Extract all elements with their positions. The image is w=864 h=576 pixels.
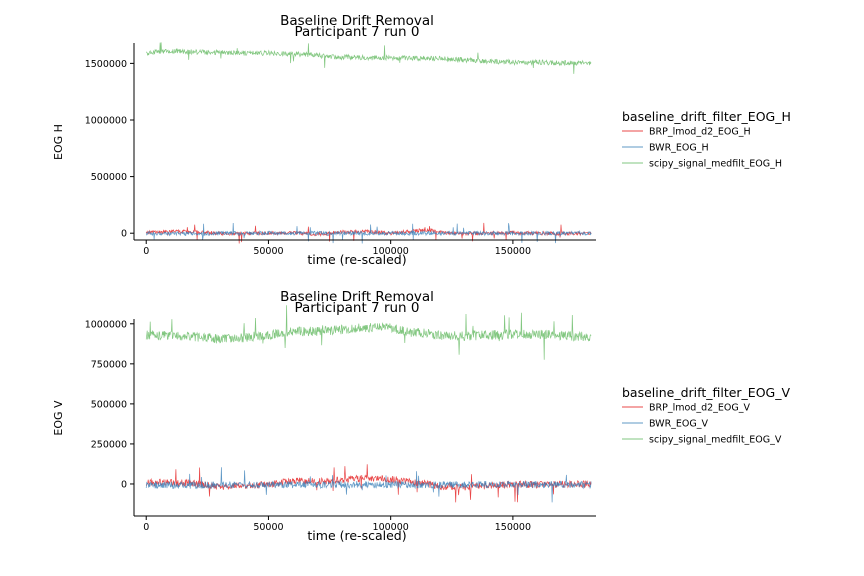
x-tick-label: 50000 bbox=[253, 246, 283, 257]
x-tick-label: 0 bbox=[143, 246, 149, 257]
legend-label-brp-v: BRP_lmod_d2_EOG_V bbox=[649, 403, 750, 414]
y-tick-label: 1000000 bbox=[85, 115, 127, 126]
y-tick-label: 500000 bbox=[91, 172, 127, 183]
chart-panel-top: Baseline Drift Removal Participant 7 run… bbox=[52, 13, 791, 267]
chart-panel-bottom: Baseline Drift Removal Participant 7 run… bbox=[52, 289, 790, 543]
y-ticks-bottom: 0 250000 500000 750000 1000000 bbox=[85, 319, 134, 490]
series-line-scipy-signal-medfilt-eog-v bbox=[145, 305, 592, 360]
y-tick-label: 750000 bbox=[91, 359, 127, 370]
x-tick-label: 50000 bbox=[253, 522, 283, 533]
legend-label-medfilt-v: scipy_signal_medfilt_EOG_V bbox=[649, 435, 782, 446]
x-tick-label: 150000 bbox=[495, 522, 531, 533]
series-line-bwr-eog-v bbox=[145, 467, 592, 503]
x-tick-label: 150000 bbox=[495, 246, 531, 257]
y-tick-label: 0 bbox=[121, 229, 127, 240]
chart-subtitle-bottom: Participant 7 run 0 bbox=[295, 300, 420, 316]
legend-label-brp-h: BRP_lmod_d2_EOG_H bbox=[649, 127, 751, 138]
legend-title-top: baseline_drift_filter_EOG_H bbox=[622, 109, 791, 124]
chart-subtitle-top: Participant 7 run 0 bbox=[295, 24, 420, 40]
y-tick-label: 1500000 bbox=[85, 59, 127, 70]
legend-label-medfilt-h: scipy_signal_medfilt_EOG_H bbox=[649, 159, 782, 170]
y-axis-label-bottom: EOG V bbox=[52, 400, 65, 436]
plot-area-top bbox=[145, 42, 592, 244]
x-axis-label-top: time (re-scaled) bbox=[307, 252, 406, 267]
x-tick-label: 100000 bbox=[373, 522, 409, 533]
legend-label-bwr-h: BWR_EOG_H bbox=[649, 143, 709, 154]
series-line-scipy-signal-medfilt-eog-h bbox=[145, 42, 592, 74]
chart-title-top: Baseline Drift Removal bbox=[280, 13, 434, 29]
y-axis-label-top: EOG H bbox=[52, 124, 65, 160]
legend-title-bottom: baseline_drift_filter_EOG_V bbox=[622, 385, 790, 400]
y-tick-label: 1000000 bbox=[85, 319, 127, 330]
x-axis-label-bottom: time (re-scaled) bbox=[307, 528, 406, 543]
y-tick-label: 500000 bbox=[91, 399, 127, 410]
series-line-bwr-eog-h bbox=[145, 222, 592, 244]
chart-title-bottom: Baseline Drift Removal bbox=[280, 289, 434, 305]
y-tick-label: 250000 bbox=[91, 439, 127, 450]
x-tick-label: 0 bbox=[143, 522, 149, 533]
y-tick-label: 0 bbox=[121, 479, 127, 490]
plot-area-bottom bbox=[145, 305, 592, 503]
legend-bottom: baseline_drift_filter_EOG_V BRP_lmod_d2_… bbox=[622, 385, 790, 446]
y-ticks-top: 0 500000 1000000 1500000 bbox=[85, 59, 134, 240]
x-tick-label: 100000 bbox=[373, 246, 409, 257]
x-ticks-top: 0 50000 100000 150000 bbox=[143, 240, 531, 257]
legend-label-bwr-v: BWR_EOG_V bbox=[649, 419, 709, 430]
x-ticks-bottom: 0 50000 100000 150000 bbox=[143, 516, 531, 533]
legend-top: baseline_drift_filter_EOG_H BRP_lmod_d2_… bbox=[622, 109, 791, 170]
